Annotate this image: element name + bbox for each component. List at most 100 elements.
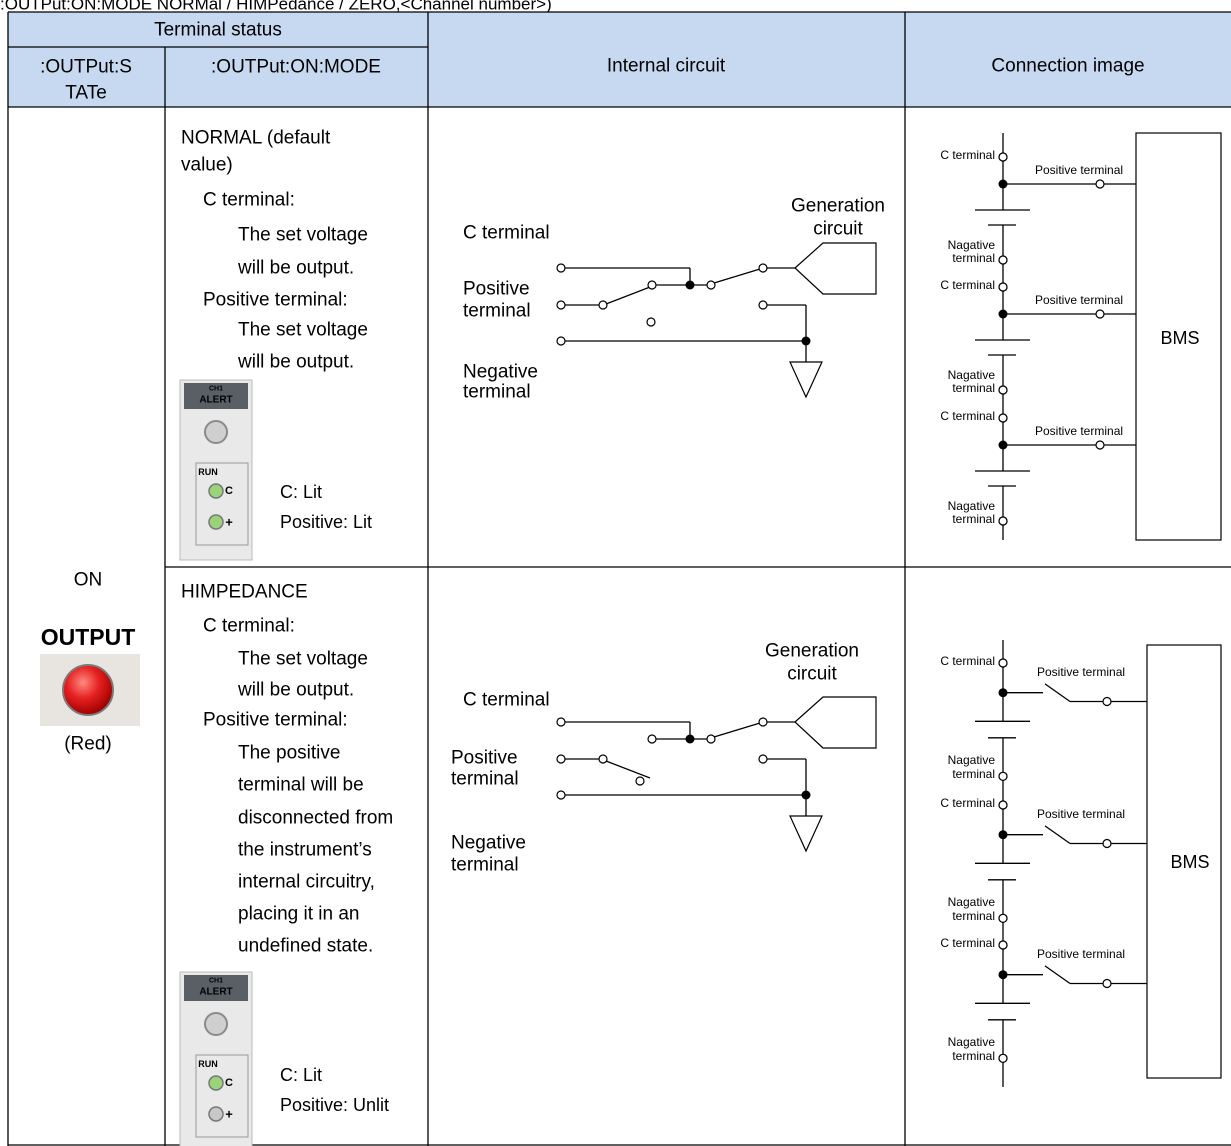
text: :OUTPut:ON:MODE <box>211 57 381 78</box>
bms-box <box>1146 644 1222 1079</box>
output-lamp <box>62 664 114 716</box>
text: terminal <box>952 381 995 395</box>
text: Nagative <box>948 238 996 252</box>
ground <box>789 361 823 399</box>
line <box>1044 825 1071 845</box>
node <box>998 913 1008 923</box>
text: Generation <box>791 196 885 217</box>
text: undefined state. <box>238 936 373 957</box>
line <box>713 268 761 284</box>
text: C terminal <box>940 278 995 292</box>
bms-box <box>1135 132 1222 541</box>
text: the instrument’s <box>238 840 372 861</box>
text: The set voltage <box>238 225 368 246</box>
text: Nagative <box>948 1035 996 1049</box>
node <box>998 771 1008 781</box>
text: C terminal <box>940 796 995 810</box>
text: Nagative <box>948 753 996 767</box>
generator <box>794 696 877 749</box>
text: Nagative <box>948 499 996 513</box>
text: RUN <box>198 1059 218 1069</box>
text: C: Lit <box>280 1065 322 1085</box>
text: C <box>225 485 233 497</box>
text: Positive terminal <box>1037 807 1125 821</box>
c-lamp <box>208 1075 224 1091</box>
node <box>556 790 566 800</box>
node <box>758 717 768 727</box>
text: The set voltage <box>238 649 368 670</box>
node <box>998 516 1008 526</box>
node <box>998 385 1008 395</box>
text: will be output. <box>237 258 354 279</box>
text: value) <box>181 155 233 176</box>
line <box>605 286 651 305</box>
text: + <box>225 1107 233 1122</box>
text: will be output. <box>237 352 354 373</box>
text: Internal circuit <box>607 56 726 77</box>
text: Positive terminal <box>1037 665 1125 679</box>
text: will be output. <box>237 680 354 701</box>
text: Positive: Lit <box>280 512 372 532</box>
node <box>758 300 768 310</box>
plus-lamp <box>208 514 224 530</box>
ground <box>789 815 823 853</box>
node <box>1095 309 1105 319</box>
text: RUN <box>198 467 218 477</box>
node <box>1102 838 1112 849</box>
text: disconnected from <box>238 808 393 829</box>
node <box>706 280 716 290</box>
panel-head <box>184 383 248 409</box>
node <box>1102 696 1112 707</box>
node <box>598 300 608 310</box>
node <box>758 263 768 273</box>
text: Positive <box>451 748 518 769</box>
text: OUTPUT <box>41 624 136 650</box>
text: C terminal <box>463 690 550 711</box>
text: C terminal: <box>203 190 295 211</box>
text: CH1 <box>209 386 223 393</box>
generator <box>794 242 877 295</box>
text: terminal will be <box>238 775 364 796</box>
text: terminal <box>451 769 519 790</box>
panel-head <box>184 975 248 1001</box>
text: BMS <box>1170 852 1209 872</box>
node <box>647 280 657 290</box>
run-box <box>195 462 249 546</box>
text: C terminal <box>940 936 995 950</box>
text: terminal <box>952 767 995 781</box>
node <box>998 1053 1008 1063</box>
text: internal circuitry, <box>238 872 375 893</box>
text: TATe <box>65 83 107 104</box>
text: circuit <box>813 219 863 240</box>
node <box>706 734 716 744</box>
text: terminal <box>952 251 995 265</box>
plus-lamp <box>208 1106 224 1122</box>
node <box>998 800 1008 810</box>
text: ALERT <box>199 987 232 998</box>
node <box>758 754 768 764</box>
text: C <box>225 1077 233 1089</box>
text: circuit <box>787 664 837 685</box>
text: Negative <box>451 833 526 854</box>
node <box>1095 179 1105 189</box>
text: :OUTPut:S <box>40 57 132 78</box>
text: The positive <box>238 743 340 764</box>
text: C terminal <box>940 409 995 423</box>
text: Connection image <box>991 56 1144 77</box>
text: C terminal <box>463 223 550 244</box>
node <box>556 754 566 764</box>
run-box <box>195 1054 249 1138</box>
line <box>713 722 761 738</box>
text: CH1 <box>209 978 223 985</box>
node <box>1095 440 1105 450</box>
text: NORMAL (default <box>181 128 331 149</box>
text: :OUTPut:ON:MODE NORMal / HIMPedance / ZE… <box>0 0 552 14</box>
text: Negative <box>463 362 538 383</box>
c-lamp <box>208 483 224 499</box>
line <box>1044 683 1071 703</box>
text: Generation <box>765 641 859 662</box>
header-bg <box>8 12 1231 107</box>
text: terminal <box>952 1049 995 1063</box>
text: terminal <box>952 909 995 923</box>
